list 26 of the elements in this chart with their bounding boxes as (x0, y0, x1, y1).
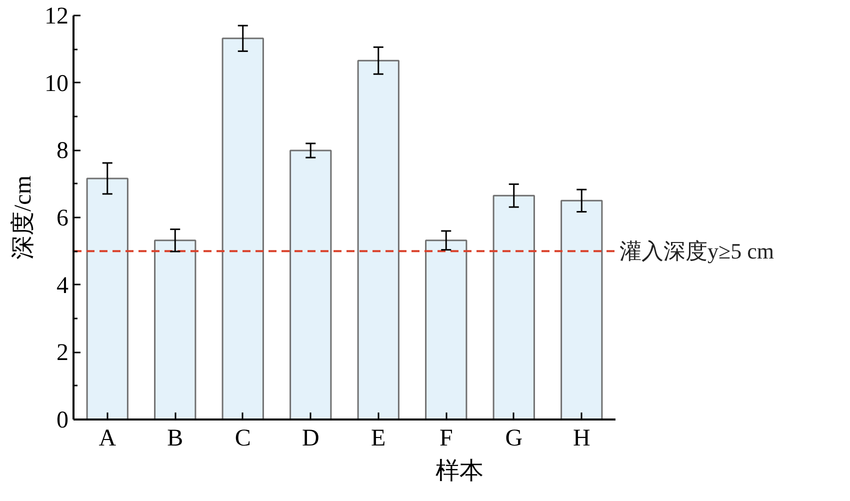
x-tick-label: A (98, 426, 117, 452)
ref-line-label: 灌入深度y≥5 cm (620, 238, 774, 264)
bar (425, 240, 468, 420)
x-tick-label: G (505, 426, 523, 452)
x-tick-label: E (371, 426, 386, 452)
y-tick-label: 0 (56, 408, 68, 434)
bar (222, 38, 264, 420)
x-tick-label: B (167, 426, 184, 452)
y-tick-label: 10 (44, 70, 68, 97)
bar (492, 194, 535, 420)
y-tick-label: 12 (44, 4, 68, 30)
y-tick-label: 4 (56, 272, 68, 299)
x-tick-label: F (439, 426, 453, 452)
x-tick-label: H (572, 426, 590, 452)
y-tick-label: 8 (56, 138, 68, 164)
bar (560, 200, 603, 420)
bar (357, 60, 400, 420)
y-tick-label: 6 (56, 206, 68, 232)
y-tick-label: 2 (56, 340, 68, 366)
bar (86, 178, 128, 420)
bar (290, 150, 332, 420)
x-axis-title: 样本 (436, 458, 484, 484)
x-tick-label: D (302, 426, 320, 452)
bar (154, 240, 196, 420)
y-axis-title: 深度/cm (10, 175, 36, 260)
x-tick-label: C (234, 426, 251, 452)
